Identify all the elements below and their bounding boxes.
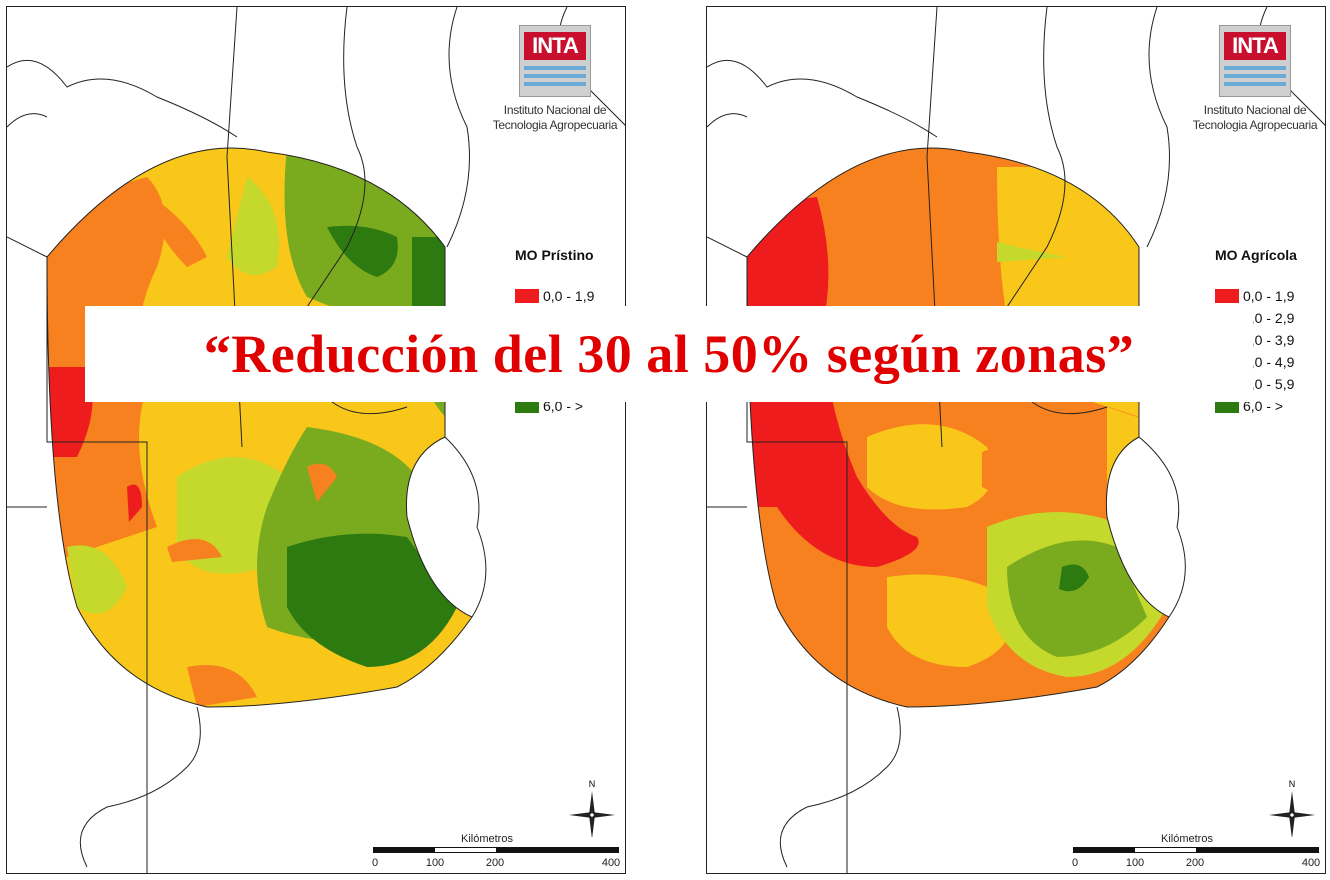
map-panel-agricola: INTA Instituto Nacional de Tecnologia Ag… [706,6,1326,874]
soil-organic-matter-map [707,7,1325,873]
inta-logo-mark: INTA [1219,25,1291,97]
north-label: N [1289,779,1296,789]
scale-bar-graphic [1073,847,1319,853]
legend-swatch [1215,399,1239,413]
inta-logo-text: INTA [1224,32,1286,60]
inta-caption-line2: Tecnologia Agropecuaria [1192,118,1318,132]
scale-title: Kilómetros [461,833,513,845]
legend-label: 2,0 - 2,9 [1243,310,1295,326]
legend-label: 4,0 - 4,9 [1243,354,1295,370]
inta-caption-line1: Instituto Nacional de [1203,103,1307,117]
headline-text: “Reducción del 30 al 50% según zonas” [203,324,1135,384]
scale-bar: Kilómetros 0 100 200 400 [1071,829,1323,873]
inta-caption-line2: Tecnologia Agropecuaria [492,118,618,132]
scale-tick: 400 [1301,857,1321,869]
legend-label: 6,0 - > [1243,398,1284,414]
inta-logo-stripes [524,66,586,90]
north-arrow-icon: N [1269,779,1315,837]
inta-caption: Instituto Nacional de Tecnologia Agropec… [485,103,625,133]
scale-tick: 200 [485,857,505,869]
scale-tick: 100 [425,857,445,869]
legend-label: 3,0 - 3,9 [1243,332,1295,348]
scale-bar-graphic [373,847,619,853]
inta-caption-line1: Instituto Nacional de [503,103,607,117]
scale-tick: 0 [371,857,379,869]
legend-swatch [515,289,539,303]
inta-logo: INTA Instituto Nacional de Tecnologia Ag… [485,25,625,133]
scale-tick: 0 [1071,857,1079,869]
inta-caption: Instituto Nacional de Tecnologia Agropec… [1185,103,1325,133]
legend-item-0: 0,0 - 1,9 [515,285,594,307]
legend-title: MO Prístino [515,247,594,263]
legend-swatch [515,399,539,413]
scale-bar: Kilómetros 0 100 200 400 [371,829,623,873]
scale-tick: 400 [601,857,621,869]
scale-tick: 100 [1125,857,1145,869]
legend-swatch [1215,289,1239,303]
legend-item-5: 6,0 - > [1215,395,1297,417]
legend-label: 0,0 - 1,9 [1243,288,1295,304]
legend-label: 0,0 - 1,9 [543,288,595,304]
legend-title: MO Agrícola [1215,247,1297,263]
inta-logo: INTA Instituto Nacional de Tecnologia Ag… [1185,25,1325,133]
scale-tick: 200 [1185,857,1205,869]
inta-logo-text: INTA [524,32,586,60]
map-panel-pristino: INTA Instituto Nacional de Tecnologia Ag… [6,6,626,874]
legend-item-5: 6,0 - > [515,395,594,417]
north-arrow-icon: N [569,779,615,837]
inta-logo-mark: INTA [519,25,591,97]
headline-banner: “Reducción del 30 al 50% según zonas” [85,306,1253,402]
north-label: N [589,779,596,789]
legend-label: 6,0 - > [543,398,584,414]
legend-label: 5,0 - 5,9 [1243,376,1295,392]
inta-logo-stripes [1224,66,1286,90]
soil-organic-matter-map [7,7,625,873]
legend-item-0: 0,0 - 1,9 [1215,285,1297,307]
scale-title: Kilómetros [1161,833,1213,845]
